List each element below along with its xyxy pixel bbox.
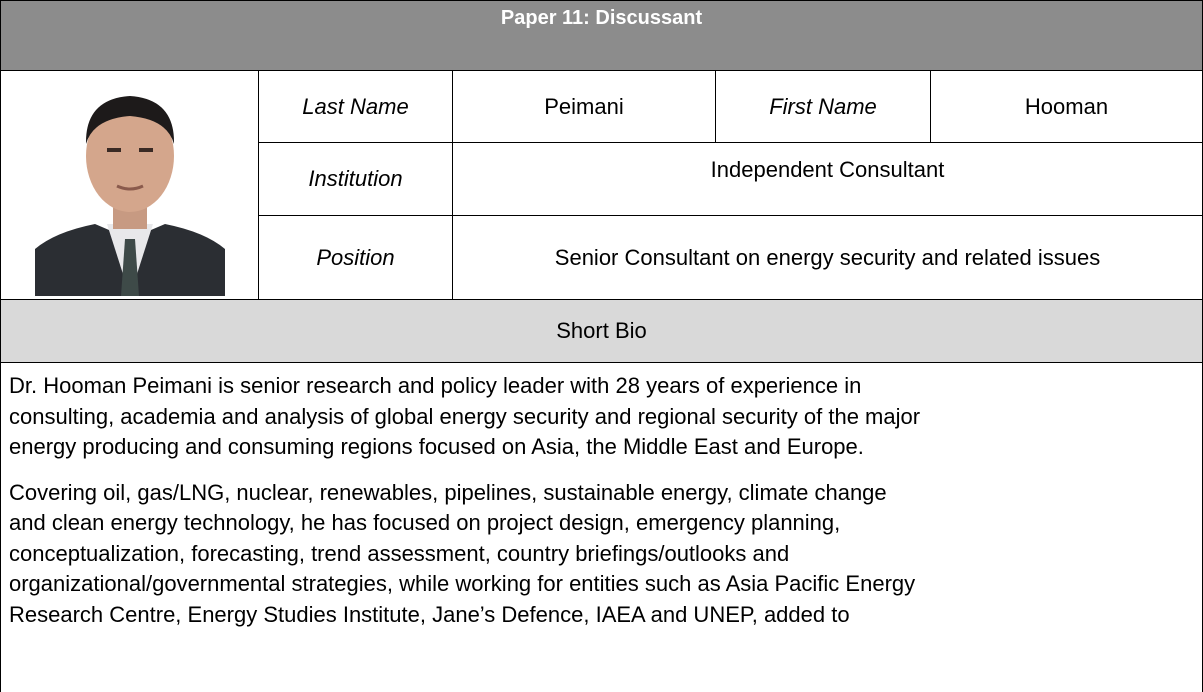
text-line: conceptualization, forecasting, trend as… xyxy=(9,539,1202,570)
title: Paper 11: Discussant xyxy=(0,0,1203,71)
paragraph: Covering oil, gas/LNG, nuclear, renewabl… xyxy=(9,478,1202,631)
paragraph: Dr. Hooman Peimani is senior research an… xyxy=(9,371,1202,463)
value: Senior Consultant on energy security and… xyxy=(452,215,1203,300)
text-line: consulting, academia and analysis of glo… xyxy=(9,402,1202,433)
bio-text: Dr. Hooman Peimani is senior research an… xyxy=(0,362,1203,692)
label: Position xyxy=(258,215,453,300)
photo-cell xyxy=(0,70,259,300)
value: Peimani xyxy=(452,70,716,143)
text-line: Dr. Hooman Peimani is senior research an… xyxy=(9,371,1202,402)
label: Last Name xyxy=(258,70,453,143)
text-line: Covering oil, gas/LNG, nuclear, renewabl… xyxy=(9,478,1202,509)
text-line: energy producing and consuming regions f… xyxy=(9,432,1202,463)
page: Paper 11: Discussant Last Name Peimani F… xyxy=(0,0,1203,685)
value: Independent Consultant xyxy=(452,142,1203,216)
photo xyxy=(35,74,225,296)
text-line: Research Centre, Energy Studies Institut… xyxy=(9,600,1202,631)
value: Hooman xyxy=(930,70,1203,143)
text-line: organizational/governmental strategies, … xyxy=(9,569,1202,600)
text-line: and clean energy technology, he has focu… xyxy=(9,508,1202,539)
label: First Name xyxy=(715,70,931,143)
bio-heading: Short Bio xyxy=(0,299,1203,363)
label: Institution xyxy=(258,142,453,216)
